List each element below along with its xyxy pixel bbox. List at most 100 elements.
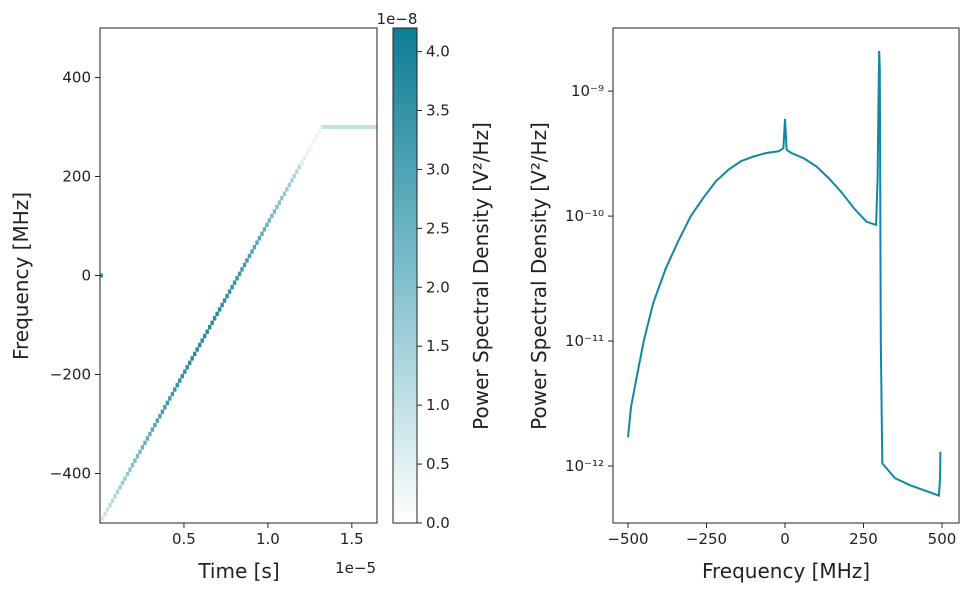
colorbar-tick-label: 0.5 xyxy=(426,455,450,473)
colorbar-label: Power Spectral Density [V²/Hz] xyxy=(469,122,493,430)
spectrogram-cell xyxy=(220,302,224,308)
spectrogram-cell xyxy=(237,271,242,277)
spectrogram-panel: 0.5 1.0 1.5 400 200 0 −200 −400 Time [s] Frequ… xyxy=(9,27,378,583)
spectrogram-cell xyxy=(262,227,267,232)
spectrogram-cell xyxy=(227,289,232,294)
spectrogram-cell xyxy=(193,351,197,357)
psd-y-ticks: 10⁻¹² 10⁻¹¹ 10⁻¹⁰ 10⁻⁹ xyxy=(565,82,613,475)
spectrogram-cell xyxy=(143,440,147,446)
spectrogram-cell xyxy=(120,480,125,486)
psd-y-tick-label: 10⁻¹¹ xyxy=(565,332,604,350)
spectrogram-cell xyxy=(255,240,259,245)
spectrogram-cell xyxy=(260,231,264,236)
psd-x-ticks: −500 −250 0 250 500 xyxy=(607,523,956,548)
psd-series-line xyxy=(627,50,942,497)
colorbar-tick-label: 2.0 xyxy=(426,278,450,296)
spectrogram-cell xyxy=(307,147,311,152)
spectrogram-cell xyxy=(230,284,234,290)
colorbar-gradient xyxy=(392,27,418,524)
spectrogram-cell xyxy=(188,360,192,366)
spectrogram-cell xyxy=(232,280,237,285)
spectrogram-cell xyxy=(210,320,214,325)
spectrogram-cell xyxy=(160,409,165,414)
spectrogram-y-ticks: 400 200 0 −200 −400 xyxy=(50,69,100,483)
psd-x-tick-label: −500 xyxy=(607,530,648,548)
spectrogram-cell xyxy=(267,218,272,223)
psd-x-tick-label: 250 xyxy=(849,530,878,548)
spectrogram-y-tick-label: 0 xyxy=(81,267,91,285)
spectrogram-cell xyxy=(163,405,167,410)
psd-panel: −500 −250 0 250 500 10⁻¹² 10⁻¹¹ 10⁻¹⁰ 10⁻⁹ Freq… xyxy=(527,27,960,583)
psd-y-tick-label: 10⁻⁹ xyxy=(571,82,604,100)
spectrogram-cell xyxy=(302,155,306,161)
psd-frame xyxy=(612,27,960,524)
spectrogram-cell xyxy=(305,151,309,156)
spectrogram-cell xyxy=(158,414,162,419)
spectrogram-cell xyxy=(207,325,212,330)
spectrogram-cell xyxy=(155,418,160,423)
spectrogram-cell xyxy=(113,494,117,499)
spectrogram-y-tick-label: 200 xyxy=(62,168,91,186)
spectrogram-cell xyxy=(180,373,184,379)
spectrogram-x-offset: 1e−5 xyxy=(335,559,376,577)
spectrogram-cell xyxy=(242,262,247,268)
spectrogram-cell xyxy=(317,129,321,134)
spectrogram-cell xyxy=(153,422,157,428)
spectrogram-y-tick-label: 400 xyxy=(62,69,91,87)
spectrogram-cell xyxy=(115,489,120,495)
spectrogram-x-tick-label: 1.0 xyxy=(256,530,280,548)
spectrogram-cell xyxy=(292,173,297,179)
spectrogram-cell xyxy=(130,462,135,468)
spectrogram-y-tick-label: −400 xyxy=(50,465,91,483)
colorbar-tick-label: 3.0 xyxy=(426,160,450,178)
spectrogram-tone-band xyxy=(321,125,377,129)
spectrogram-cell xyxy=(257,236,262,241)
spectrogram-x-tick-label: 1.5 xyxy=(340,530,364,548)
spectrogram-cell xyxy=(183,369,187,374)
colorbar-tick-label: 0.0 xyxy=(426,514,450,532)
spectrogram-cell xyxy=(165,400,170,406)
spectrogram-cell xyxy=(140,445,145,450)
spectrogram-cell xyxy=(125,471,130,477)
spectrogram-x-tick-label: 0.5 xyxy=(172,530,196,548)
spectrogram-marks xyxy=(100,124,377,523)
spectrogram-cell xyxy=(310,142,314,147)
spectrogram-cell xyxy=(197,342,202,348)
spectrogram-cell xyxy=(315,133,319,139)
psd-x-tick-label: 500 xyxy=(928,530,957,548)
spectrogram-cell xyxy=(173,387,177,392)
spectrogram-cell xyxy=(133,458,137,463)
spectrogram-cell xyxy=(300,160,304,165)
spectrogram-cell xyxy=(110,498,115,503)
colorbar-ticks: 0.0 0.5 1.0 1.5 2.0 2.5 3.0 3.5 4.0 xyxy=(417,43,450,532)
colorbar-tick-label: 2.5 xyxy=(426,219,450,237)
spectrogram-cell xyxy=(250,249,254,254)
spectrogram-cell xyxy=(103,511,107,517)
spectrogram-y-tick-label: −200 xyxy=(50,366,91,384)
colorbar-tick-label: 1.0 xyxy=(426,396,450,414)
spectrogram-dc-cell xyxy=(100,273,103,278)
spectrogram-y-label: Frequency [MHz] xyxy=(9,192,33,360)
spectrogram-cell xyxy=(108,503,112,508)
colorbar-offset: 1e−8 xyxy=(377,10,418,28)
spectrogram-cell xyxy=(245,258,249,263)
spectrogram-cell xyxy=(225,293,229,299)
colorbar-tick-label: 3.5 xyxy=(426,102,450,120)
spectrogram-cell xyxy=(312,138,316,143)
spectrogram-cell xyxy=(170,391,175,397)
spectrogram-cell xyxy=(105,507,110,512)
spectrogram-cell xyxy=(100,520,102,523)
spectrogram-cell xyxy=(123,476,127,481)
spectrogram-cell xyxy=(277,200,282,205)
spectrogram-cell xyxy=(295,169,299,174)
spectrogram-cell xyxy=(252,244,257,250)
spectrogram-cell xyxy=(195,347,199,352)
colorbar: 0.0 0.5 1.0 1.5 2.0 2.5 3.0 3.5 4.0 1e−8 Power S… xyxy=(377,10,493,532)
psd-x-tick-label: −250 xyxy=(686,530,727,548)
spectrogram-cell xyxy=(118,485,122,490)
spectrogram-cell xyxy=(265,222,269,228)
spectrogram-cell xyxy=(148,431,152,437)
spectrogram-cell xyxy=(215,311,219,317)
spectrogram-cell xyxy=(168,396,172,401)
spectrogram-cell xyxy=(202,333,207,339)
